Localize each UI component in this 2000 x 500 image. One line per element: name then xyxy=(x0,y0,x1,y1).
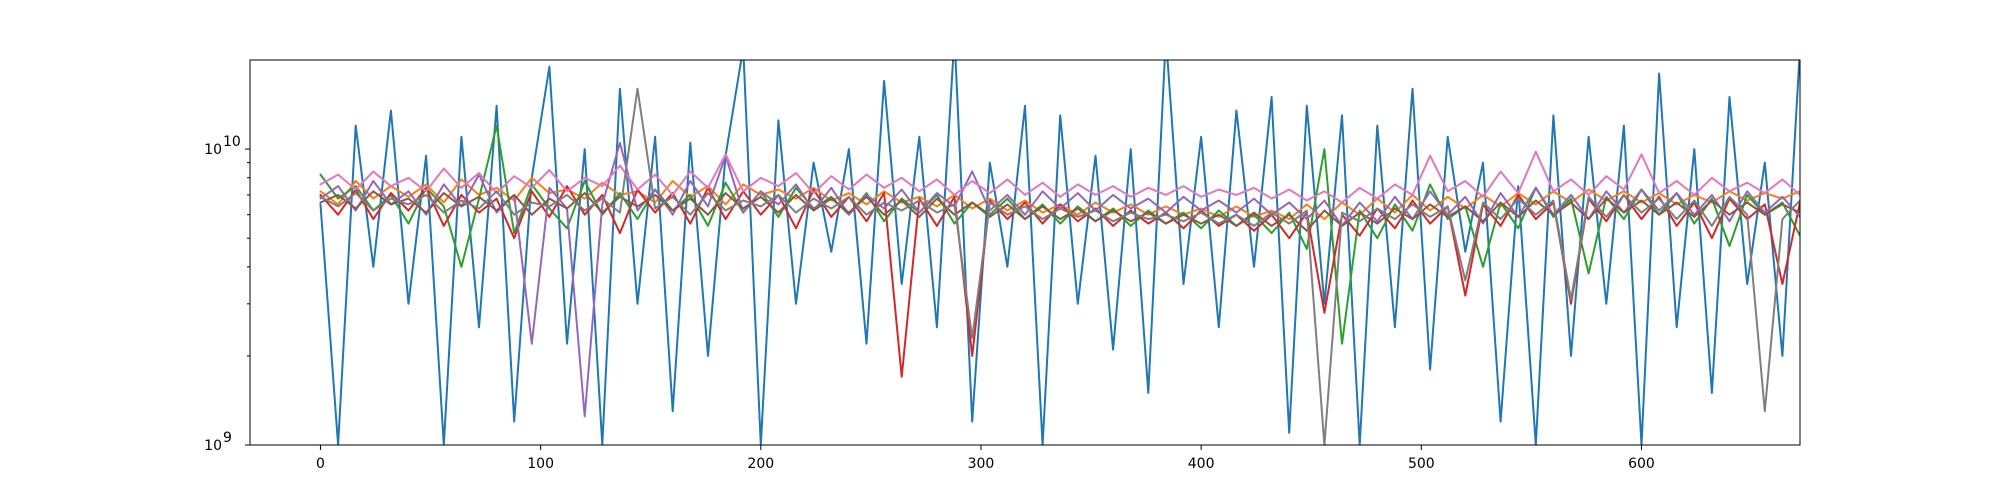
series-line-5 xyxy=(319,141,1800,418)
series-line-1 xyxy=(319,60,1800,445)
x-tick-label: 400 xyxy=(1188,456,1215,472)
y-tick-exponent: 10 xyxy=(223,134,241,150)
x-tick-label: 100 xyxy=(527,456,554,472)
series-line-7 xyxy=(319,150,1800,204)
x-tick-label: 500 xyxy=(1408,456,1435,472)
x-tick-label: 0 xyxy=(316,456,325,472)
x-tick-label: 300 xyxy=(968,456,995,472)
y-tick-exponent: 9 xyxy=(223,430,232,446)
x-axis: 0 100 200 300 400 500 600 xyxy=(316,445,1655,472)
series-line-8 xyxy=(319,87,1800,445)
x-tick-label: 200 xyxy=(747,456,774,472)
axes-frame xyxy=(249,59,1801,446)
y-tick-label: 10 xyxy=(204,438,222,454)
y-tick-label: 10 xyxy=(204,142,222,158)
x-tick-label: 600 xyxy=(1628,456,1655,472)
series-layer xyxy=(319,60,1800,445)
